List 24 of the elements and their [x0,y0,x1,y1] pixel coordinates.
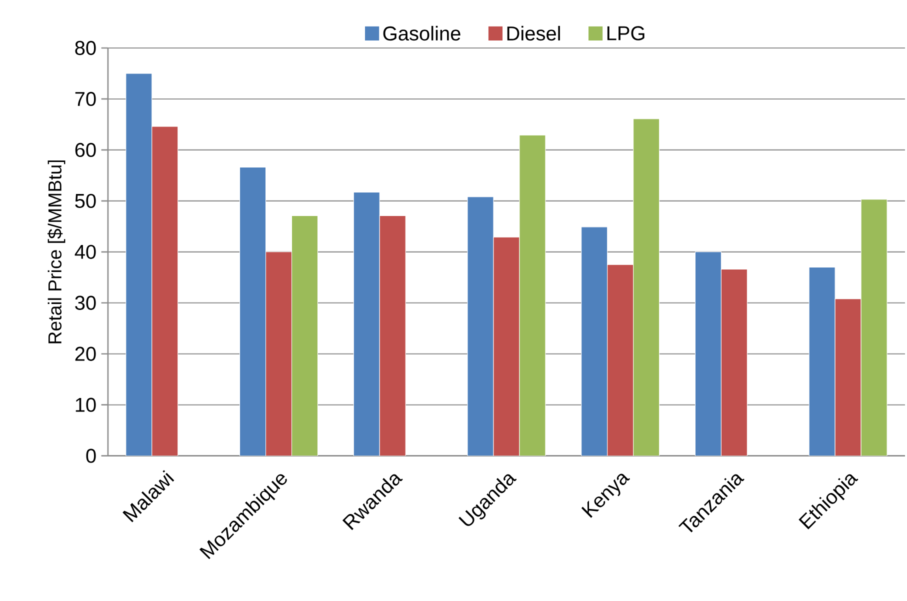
bar [126,73,152,456]
bar [633,118,660,456]
y-tick-label: 30 [75,296,96,310]
y-tick-label: 80 [75,40,96,56]
bar [581,226,608,456]
y-tick-label: 70 [75,92,96,106]
bar [291,215,318,456]
legend-label: Diesel [507,26,560,41]
bar [808,266,836,456]
bar [240,166,266,456]
y-tick-label: 20 [75,346,96,361]
y-tick-label: 10 [76,398,96,412]
bar [467,196,494,456]
y-tick-label: 60 [75,142,96,157]
legend-label: LPG [607,26,644,40]
y-tick-label: 0 [86,448,96,463]
bar [519,134,546,456]
bar [353,192,380,456]
bar [860,199,888,456]
y-axis-title: Retail Price [$/MMBtu] [48,160,66,344]
bar [694,252,722,456]
y-tick-label: 40 [74,244,96,259]
legend-label: Gasoline [383,26,460,41]
y-tick-label: 50 [75,194,96,208]
